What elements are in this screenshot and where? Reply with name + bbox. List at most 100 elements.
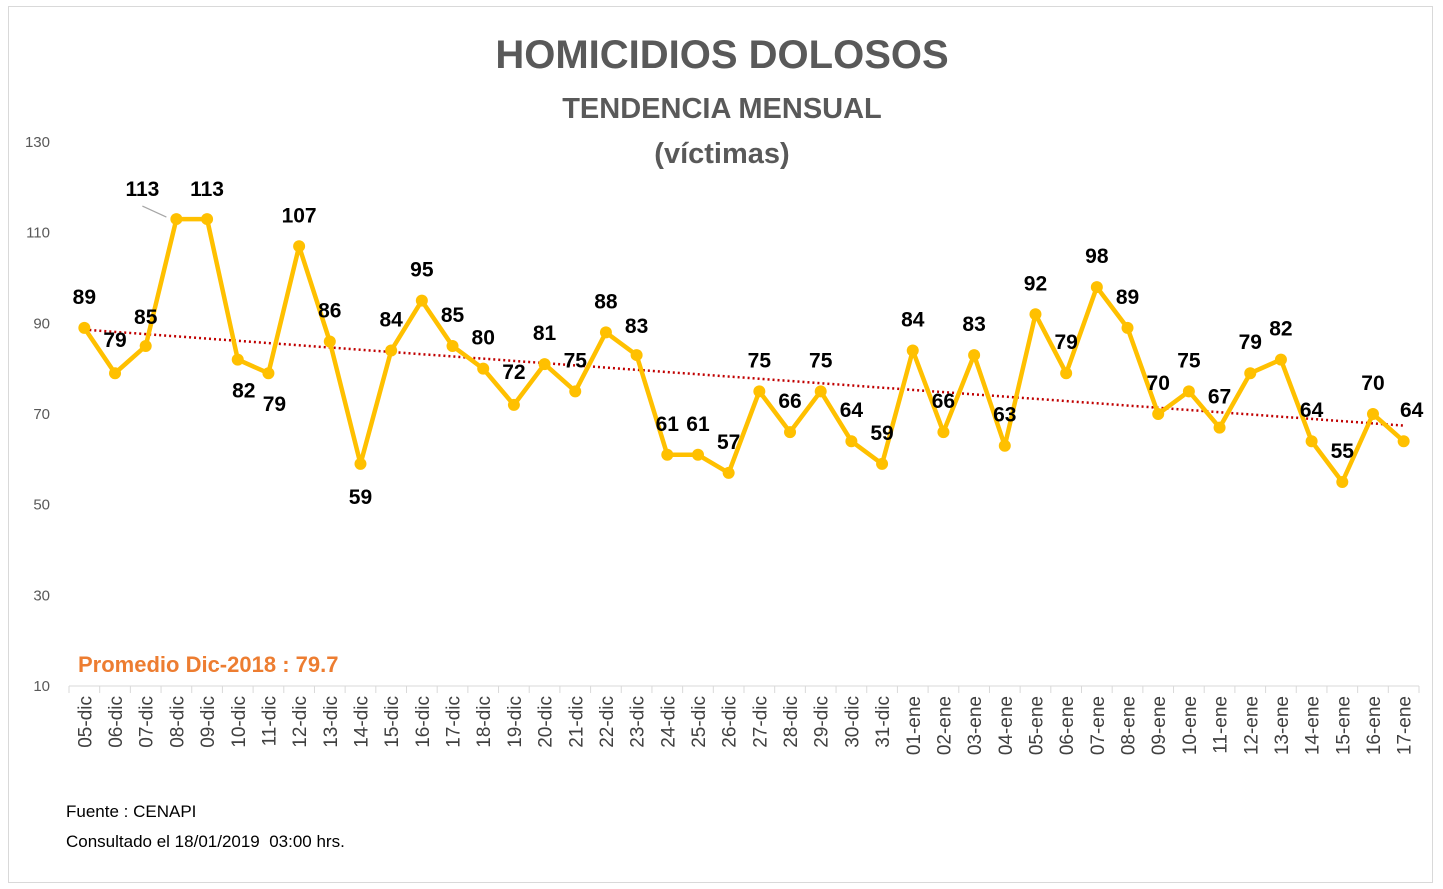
data-label: 61 <box>656 413 680 436</box>
data-label: 75 <box>748 349 772 372</box>
x-tick-label: 30-dic <box>842 696 863 748</box>
data-label: 81 <box>533 322 557 345</box>
data-point <box>1366 408 1379 420</box>
data-label: 70 <box>1147 372 1170 395</box>
data-point <box>538 358 551 371</box>
x-tick-label: 12-ene <box>1241 696 1262 755</box>
data-point <box>109 367 122 380</box>
data-point <box>998 439 1011 452</box>
data-point <box>323 335 336 348</box>
data-labels: 89 79 85 113 113 82 79 107 86 59 84 95 85 80 72 81 75 88 8… <box>73 178 1424 509</box>
data-label: 84 <box>901 309 925 332</box>
data-point <box>753 385 766 398</box>
data-point <box>139 340 152 352</box>
y-tick-label: 110 <box>26 225 50 242</box>
data-label: 88 <box>594 290 618 313</box>
x-tick-label: 31-dic <box>873 696 894 748</box>
x-tick-label: 24-dic <box>658 696 679 748</box>
y-axis: 10 30 50 70 90 110 130 <box>25 134 50 695</box>
data-label: 113 <box>190 178 224 201</box>
data-label: 85 <box>134 306 158 329</box>
data-point <box>446 340 459 352</box>
x-tick-label: 08-ene <box>1119 696 1140 755</box>
trendline-path <box>84 328 1404 427</box>
data-label: 79 <box>1239 331 1262 354</box>
data-point <box>845 435 858 448</box>
x-tick-label: 28-dic <box>781 696 802 748</box>
x-tick-label: 01-ene <box>904 696 925 755</box>
data-point <box>1029 308 1042 321</box>
x-tick-label: 06-ene <box>1057 696 1078 755</box>
x-axis: 05-dic 06-dic 07-dic 08-dic 09-dic 10-dic 11-d… <box>68 685 1420 755</box>
data-label: 75 <box>564 349 588 372</box>
data-point <box>661 448 674 461</box>
data-point <box>354 457 367 470</box>
data-point <box>599 326 612 339</box>
data-point <box>78 321 91 334</box>
data-point <box>630 349 643 362</box>
data-label: 59 <box>870 422 893 445</box>
x-tick-label: 03-ene <box>965 696 986 755</box>
x-tick-label: 15-dic <box>382 696 403 748</box>
data-point <box>906 344 919 357</box>
data-point <box>1274 353 1287 366</box>
source-note: Fuente : CENAPI <box>66 802 197 821</box>
data-point <box>722 466 735 479</box>
x-tick-label: 20-dic <box>536 696 557 748</box>
y-tick-label: 130 <box>25 134 50 151</box>
label-leader-line <box>142 205 167 218</box>
data-label: 82 <box>1269 318 1292 341</box>
series-line <box>82 216 1406 485</box>
x-tick-label: 29-dic <box>812 696 833 748</box>
data-label: 66 <box>778 390 801 413</box>
x-tick-label: 05-ene <box>1026 696 1047 755</box>
x-tick-label: 10-dic <box>229 696 250 748</box>
chart-title: HOMICIDIOS DOLOSOS <box>495 33 948 77</box>
data-point <box>293 240 306 253</box>
data-label: 85 <box>441 304 465 327</box>
x-tick-label: 14-dic <box>351 696 372 748</box>
data-point <box>784 426 797 439</box>
data-label: 92 <box>1024 272 1047 295</box>
data-point <box>1182 385 1195 398</box>
data-point <box>1090 281 1103 294</box>
data-label: 61 <box>686 413 710 436</box>
chart-subtitle-units: (víctimas) <box>654 138 789 170</box>
data-label: 113 <box>125 178 159 201</box>
data-point <box>876 457 889 470</box>
data-label: 70 <box>1361 372 1384 395</box>
x-tick-label: 08-dic <box>167 696 188 748</box>
data-label: 75 <box>809 349 833 372</box>
x-tick-label: 27-dic <box>750 696 771 748</box>
x-tick-label: 23-dic <box>628 696 649 748</box>
x-tick-label: 10-ene <box>1180 696 1201 755</box>
average-annotation: Promedio Dic-2018 : 79.7 <box>78 652 338 677</box>
x-tick-label: 16-dic <box>413 696 434 748</box>
data-point <box>968 349 981 362</box>
x-tick-label: 25-dic <box>689 696 710 748</box>
data-point <box>262 367 275 380</box>
trendline <box>84 328 1404 427</box>
data-label: 83 <box>625 315 648 338</box>
data-label: 79 <box>263 393 286 416</box>
data-label: 83 <box>962 313 985 336</box>
x-tick-label: 15-ene <box>1333 696 1354 755</box>
data-label: 67 <box>1208 386 1231 409</box>
x-tick-label: 06-dic <box>106 696 127 748</box>
x-tick-label: 13-dic <box>321 696 342 748</box>
data-label: 79 <box>1054 331 1077 354</box>
data-point <box>1336 476 1349 488</box>
x-tick-label: 11-dic <box>259 696 280 746</box>
data-label: 63 <box>993 404 1016 427</box>
data-point <box>1305 435 1318 448</box>
data-label: 75 <box>1177 349 1201 372</box>
y-tick-label: 10 <box>33 678 50 695</box>
data-label: 89 <box>1116 286 1139 309</box>
data-point <box>507 398 520 411</box>
data-point <box>231 353 244 366</box>
data-label: 64 <box>1400 399 1424 422</box>
x-tick-label: 09-ene <box>1149 696 1170 755</box>
x-tick-label: 02-ene <box>934 696 955 755</box>
data-label: 64 <box>1300 399 1324 422</box>
